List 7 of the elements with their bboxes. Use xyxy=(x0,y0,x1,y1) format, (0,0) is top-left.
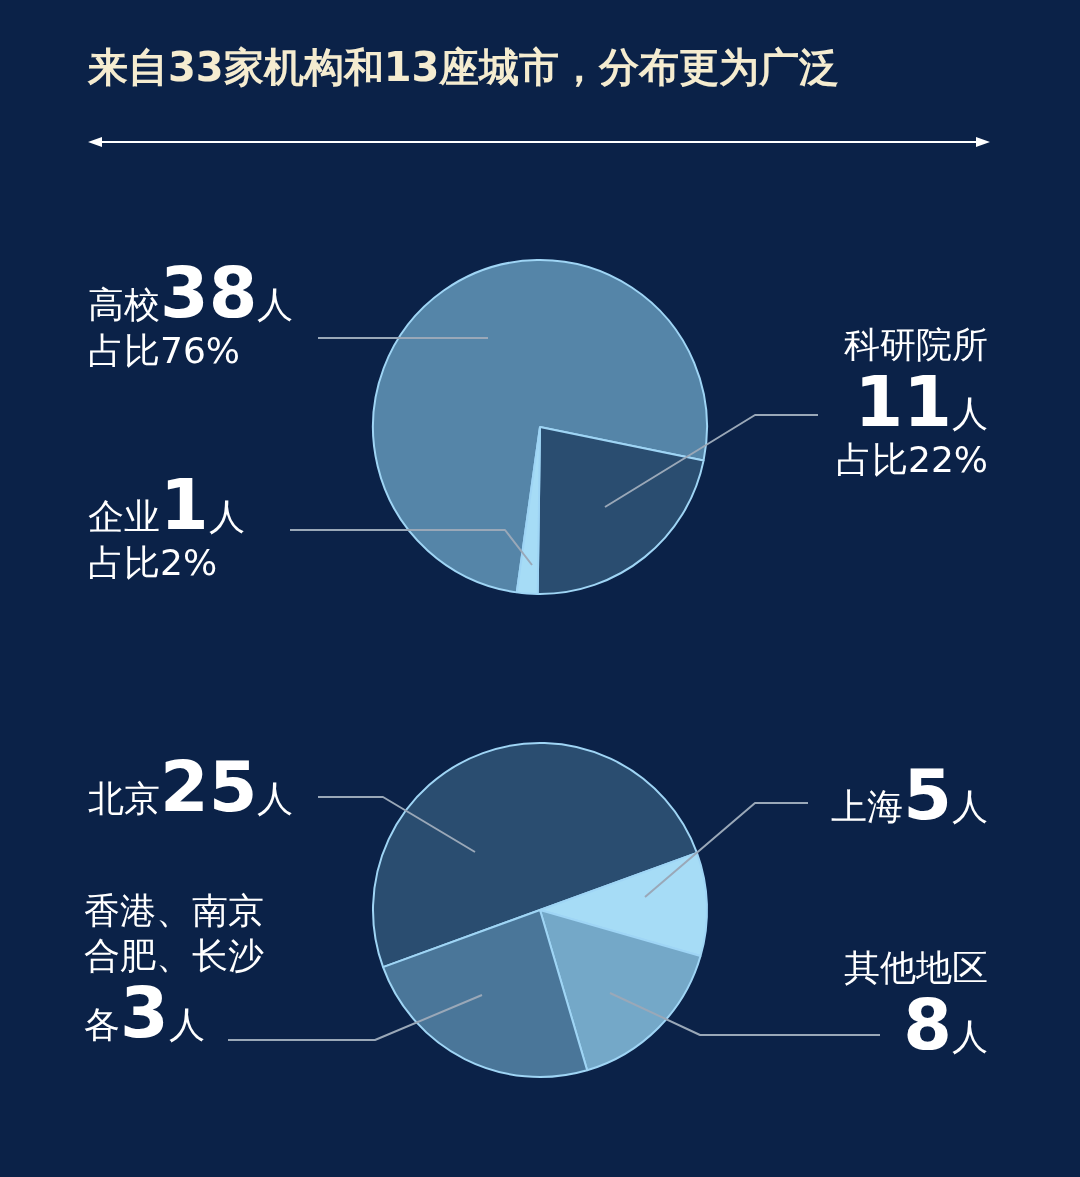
slice-label: 北京 xyxy=(88,778,160,819)
data-label: 25人 xyxy=(160,746,294,828)
slice-label: 企业 xyxy=(88,496,160,537)
data-label: 5人 xyxy=(903,754,988,836)
chart-title: 来自33家机构和13座城市，分布更为广泛 xyxy=(88,43,840,92)
slice-label: 高校 xyxy=(88,284,160,325)
slice-label: 上海 xyxy=(831,786,904,827)
